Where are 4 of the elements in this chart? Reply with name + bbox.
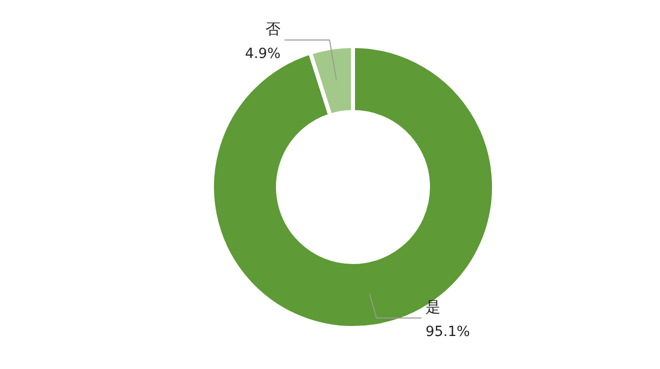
data-label: 95.1% [425, 324, 470, 340]
data-label: 4.9% [244, 46, 281, 62]
slice-label: 否 [266, 20, 281, 38]
slice-label: 是 [425, 298, 440, 316]
